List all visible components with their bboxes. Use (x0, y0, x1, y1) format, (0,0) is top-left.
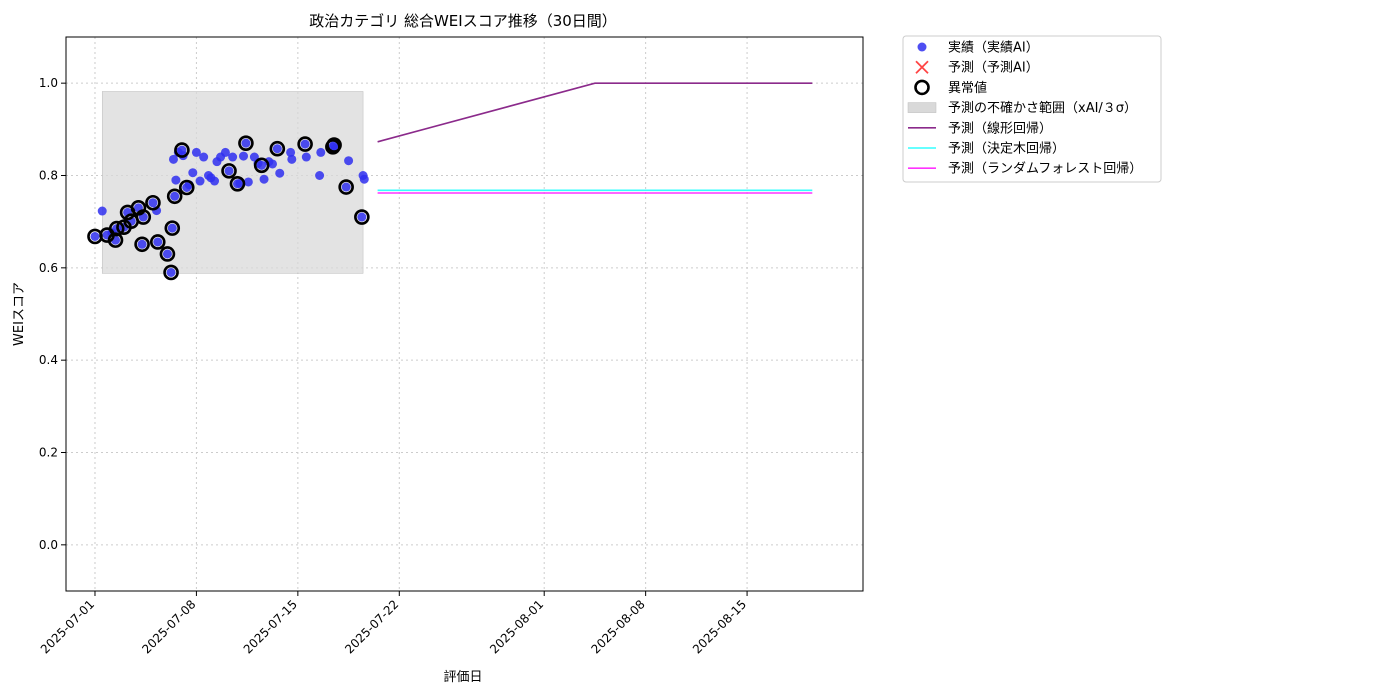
actual-point (301, 152, 311, 162)
plot-frame (65, 36, 864, 592)
actual-point (272, 144, 282, 154)
anomaly-marker (354, 209, 370, 225)
y-tick-label: 0.2 (39, 446, 58, 460)
actual-point (259, 174, 269, 184)
actual-point (199, 152, 209, 162)
legend-uncertainty-label: 予測の不確かさ範囲（xAI/３σ） (948, 100, 1137, 116)
actual-point (153, 237, 163, 247)
actual-point (168, 154, 178, 164)
actual-point (195, 176, 205, 186)
actual-point (90, 231, 100, 241)
anomaly-marker (238, 135, 254, 151)
anomaly-marker (253, 157, 270, 174)
actual-point (267, 159, 277, 169)
chart-title: 政治カテゴリ 総合WEIスコア推移（30日間） (309, 12, 617, 30)
actual-point (357, 212, 367, 222)
anomaly-marker (166, 188, 183, 205)
anomaly-marker (107, 232, 124, 248)
legend-tree-label: 予測（決定木回帰） (948, 141, 1065, 157)
anomaly-marker (229, 176, 246, 192)
actual-point (166, 267, 176, 277)
anomaly-marker (108, 220, 125, 237)
legend-actual-swatch (917, 42, 927, 52)
legend-frame (902, 35, 1162, 183)
x-tick-label: 2025-08-01 (487, 597, 546, 656)
actual-point (316, 147, 326, 157)
actual-point (286, 147, 296, 157)
regression-lines (377, 82, 813, 194)
y-tick-label: 0.6 (39, 261, 58, 275)
anomaly-markers (87, 135, 370, 281)
legend-anomaly-swatch (914, 79, 930, 96)
anomaly-marker (135, 209, 152, 225)
actual-point (287, 154, 297, 164)
grid-lines (66, 37, 863, 591)
actual-point (162, 249, 172, 259)
actual-point (300, 139, 310, 149)
actual-point (224, 166, 234, 176)
y-tick-label: 0.0 (39, 538, 58, 552)
anomaly-marker (159, 246, 176, 262)
actual-point (243, 177, 253, 187)
x-axis-ticks: 2025-07-01 2025-07-08 2025-07-15 2025-07-22… (38, 591, 749, 656)
anomaly-marker (297, 136, 313, 152)
actual-point (359, 174, 369, 184)
anomaly-marker (174, 142, 190, 158)
anomaly-marker (149, 234, 166, 250)
actual-point (241, 138, 251, 148)
legend-predicted-swatch (915, 60, 929, 74)
anomaly-marker (134, 236, 150, 253)
legend-predicted-label: 予測（予測AI） (948, 61, 1039, 76)
x-tick-label: 2025-07-22 (342, 597, 401, 656)
actual-point (220, 147, 230, 157)
anomaly-marker (145, 194, 161, 211)
anomaly-marker (338, 179, 354, 195)
actual-point (210, 176, 220, 186)
anomaly-marker (178, 179, 195, 196)
actual-point (171, 175, 181, 185)
actual-point (228, 152, 238, 162)
legend-forest-label: 予測（ランダムフォレスト回帰） (948, 161, 1142, 177)
x-tick-label: 2025-07-01 (38, 597, 97, 656)
actual-point (275, 168, 285, 178)
x-axis-label: 評価日 (443, 670, 482, 685)
legend-linear-label: 予測（線形回帰） (948, 120, 1052, 136)
legend-uncertainty-swatch (907, 102, 937, 113)
y-tick-label: 0.4 (39, 353, 58, 367)
actual-point (341, 182, 351, 192)
actual-points (90, 138, 369, 277)
actual-point (239, 151, 249, 161)
x-tick-label: 2025-07-08 (139, 597, 198, 656)
actual-point (167, 223, 177, 233)
anomaly-marker (326, 137, 342, 153)
anomaly-marker (269, 140, 286, 157)
actual-point (137, 239, 147, 249)
actual-point (97, 206, 107, 216)
actual-point (344, 156, 354, 166)
y-tick-label: 0.8 (39, 169, 58, 183)
actual-point (191, 147, 201, 157)
actual-point (315, 171, 325, 180)
actual-point (257, 160, 267, 170)
legend-actual-label: 実績（実績AI） (948, 40, 1039, 56)
actual-point (148, 198, 158, 208)
linear-regression-line (377, 82, 813, 143)
anomaly-marker (221, 163, 237, 179)
anomaly-marker (164, 220, 181, 236)
y-axis-label: WEIスコア (12, 282, 27, 346)
anomaly-marker (163, 264, 179, 281)
actual-point (188, 168, 198, 178)
y-axis-ticks: 0.0 0.2 0.4 0.6 0.8 1.0 (39, 76, 66, 552)
legend-anomaly-label: 異常値 (948, 80, 987, 96)
y-tick-label: 1.0 (39, 76, 58, 90)
x-tick-label: 2025-08-08 (589, 597, 648, 656)
x-tick-label: 2025-07-15 (241, 597, 300, 656)
actual-point (170, 191, 180, 201)
x-tick-label: 2025-08-15 (690, 597, 749, 656)
